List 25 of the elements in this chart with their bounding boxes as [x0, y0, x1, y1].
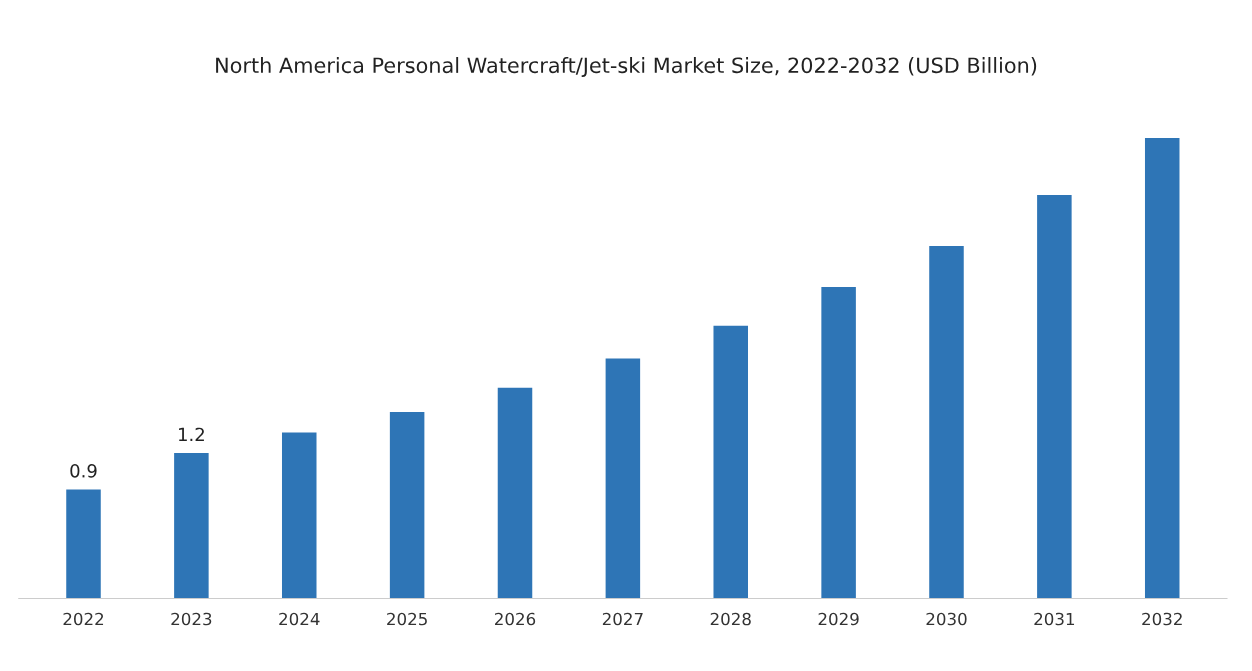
bar [929, 245, 964, 599]
bar [821, 287, 856, 599]
x-tick-label: 2030 [926, 612, 967, 626]
chart-title: North America Personal Watercraft/Jet-ski Market Size, 2022-2032 (USD Billion) [216, 57, 1037, 78]
x-tick-label: 2024 [279, 612, 320, 626]
bar [66, 489, 101, 599]
bar [605, 358, 641, 599]
x-tick-label: 2027 [602, 612, 643, 626]
bar [713, 325, 748, 599]
x-tick-label: 2032 [1142, 612, 1182, 626]
data-label: 1.2 [179, 427, 204, 442]
x-tick-label: 2031 [1034, 612, 1075, 626]
bar [389, 411, 425, 599]
bar [1037, 195, 1072, 599]
bar [174, 453, 209, 599]
data-label: 0.9 [70, 463, 97, 478]
bar [281, 432, 317, 599]
x-tick-label: 2023 [171, 612, 212, 626]
bar [497, 387, 533, 599]
x-tick-label: 2028 [710, 612, 751, 626]
bar [1144, 138, 1180, 599]
x-tick-label: 2026 [495, 612, 536, 626]
x-tick-label: 2025 [387, 612, 427, 626]
x-tick-label: 2022 [63, 612, 104, 626]
x-tick-label: 2029 [818, 612, 859, 626]
